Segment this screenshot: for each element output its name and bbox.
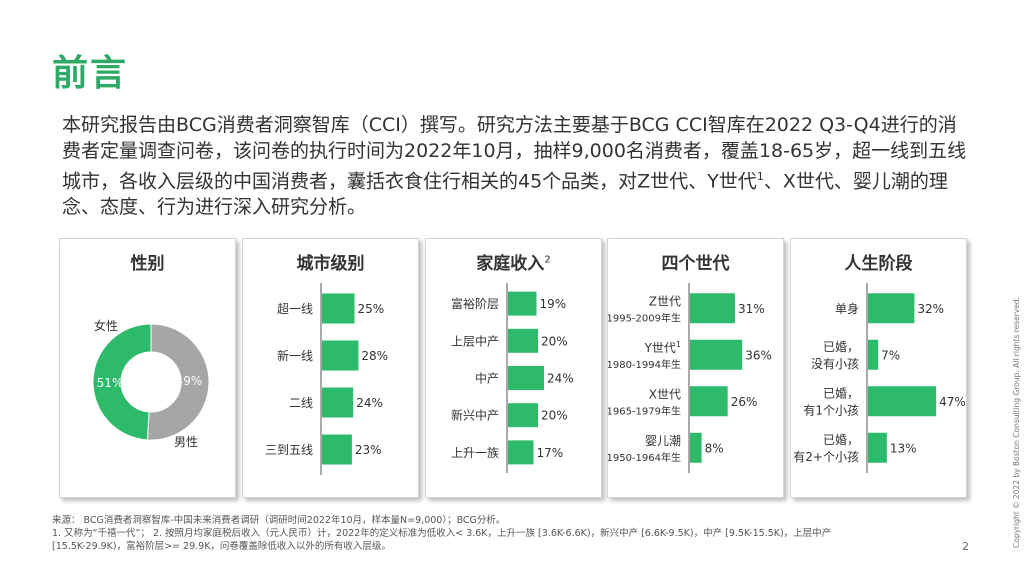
intro-text-1: 本研究报告由BCG消费者洞察智库（CCI）撰写。研究方法主要基于BCG CCI智… [62,114,967,193]
bar-category-label: 已婚， [823,386,859,400]
copyright-notice: Copyright © 2022 by Boston Consulting Gr… [1012,296,1021,548]
bar [690,432,702,463]
life-panel-title: 人生阶段 [844,254,913,274]
bar [868,432,887,463]
bar-value-label: 23% [355,443,382,457]
bar-value-label: 7% [881,348,900,362]
donut-label-male: 49% [176,374,203,388]
bar-category-label: 新一线 [277,348,313,363]
generation-bar-chart: 31% Z世代 1995-2009年生 36% Y世代1 1980-1994年生 26% X世… [608,283,772,473]
bar [508,291,537,316]
bar-value-label: 47% [939,395,966,409]
bar [322,434,352,465]
bar [868,339,879,370]
income-title-sup: 2 [544,254,551,266]
generation-panel-title: 四个世代 [661,254,730,274]
bar [690,293,735,324]
income-panel-title: 家庭收入2 [426,249,601,274]
bar-category-label: 中产 [475,371,499,386]
bar-value-label: 26% [731,395,758,409]
bar-category-label: X世代 [649,387,681,401]
bar-value-label: 8% [705,441,724,455]
city-panel: 城市级别 25% 超一线 28% 新一线 24% 二线 23% 三到五线 [242,238,419,498]
bar-category-label: Z世代 [649,294,681,308]
bar-category-sublabel: 1980-1994年生 [608,358,681,371]
bar-category-label: 上升一族 [451,446,499,460]
bar-value-label: 25% [358,302,385,316]
bar [508,403,538,428]
bar [690,339,743,370]
bar-category-label: 上层中产 [451,333,499,348]
footnote: 来源： BCG消费者洞察智库-中国未来消费者调研（调研时间2022年10月，样本… [52,514,932,553]
bar-value-label: 28% [361,349,388,363]
bar-category-sublabel: 1965-1979年生 [608,404,681,417]
bar-category-label: 没有小孩 [811,356,859,371]
bar-value-label: 13% [890,441,917,455]
bar-value-label: 20% [541,409,568,423]
bar-value-label: 19% [540,297,567,311]
income-panel: 家庭收入2 19% 富裕阶层 20% 上层中产 24% 中产 20% 新兴中产 17% 上升一族 [425,238,602,498]
bar [322,340,359,371]
bar-category-label: 富裕阶层 [451,296,499,311]
city-bar-chart: 25% 超一线 28% 新一线 24% 二线 23% 三到五线 [265,283,388,475]
income-bar-chart: 19% 富裕阶层 20% 上层中产 24% 中产 20% 新兴中产 17% 上升一族 [451,283,574,473]
bar-category-sublabel: 1995-2009年生 [608,311,681,324]
life-stage-bar-chart: 32% 单身 7% 已婚， 没有小孩 47% 已婚， 有1个小孩 13% 已婚， 有2+个小孩 [793,283,966,473]
bar [508,366,544,390]
footnote-source: 来源： BCG消费者洞察智库-中国未来消费者调研（调研时间2022年10月，样本… [52,515,506,526]
bar-value-label: 31% [738,302,765,316]
intro-sup: 1 [756,170,764,183]
bar [868,293,915,324]
page-number: 2 [962,540,969,553]
bar-category-label: 已婚， [823,340,859,354]
bar [508,328,538,353]
bar [508,440,534,465]
bar-category-sublabel: 1950-1964年生 [608,451,681,464]
footnote-note-2: [15.5K-29.9K)，富裕阶层>= 29.9K，问卷覆盖除低收入以外的所有… [52,541,391,552]
bar-category-label: 新兴中产 [451,408,499,423]
bar-category-label: 单身 [835,301,859,316]
bar-category-label: Y世代1 [644,340,681,355]
life-panel: 人生阶段 32% 单身 7% 已婚， 没有小孩 47% 已婚， 有1个小孩 13% 已婚， 有2+个… [790,238,967,498]
page-title: 前言 [52,53,129,94]
bar-value-label: 32% [917,302,944,316]
bar [322,387,354,418]
bar [868,386,937,417]
donut-label-female: 51% [97,376,124,390]
intro-paragraph: 本研究报告由BCG消费者洞察智库（CCI）撰写。研究方法主要基于BCG CCI智… [62,112,972,220]
donut-category-female: 女性 [94,318,118,333]
income-title-text: 家庭收入 [476,254,545,274]
generation-panel: 四个世代 31% Z世代 1995-2009年生 36% Y世代1 1980-1994年生… [607,238,784,498]
bar-category-sup: 1 [676,340,681,349]
donut-category-male: 男性 [174,435,198,449]
bar-value-label: 24% [547,372,574,386]
bar [322,293,355,324]
bar [690,386,728,417]
bar-category-label: 二线 [289,396,313,410]
footnote-note-1: 1. 又称为“千禧一代”； 2. 按照月均家庭税后收入（元人民币）计，2022年… [52,528,832,539]
donut-slice [92,323,152,441]
city-panel-title: 城市级别 [296,254,365,274]
bar-value-label: 36% [745,348,772,362]
bar-value-label: 24% [356,396,383,410]
gender-panel-title: 性别 [130,254,165,274]
bar-value-label: 17% [537,446,564,460]
gender-panel: 性别 51% 49% 女性男性 [59,238,236,498]
bar-category-label: 超一线 [277,301,313,316]
bar-category-label: 三到五线 [265,443,313,457]
donut-slice [146,323,210,441]
intro-text-2: 、X世代、婴儿潮的理念、态度、行为进行深入研究分析。 [62,170,948,219]
bar-category-label: 有1个小孩 [803,403,859,417]
bar-category-label: 婴儿潮 [645,433,681,448]
bar-value-label: 20% [541,334,568,348]
bar-category-label: 有2+个小孩 [793,450,859,464]
bar-category-label: 已婚， [823,433,859,447]
